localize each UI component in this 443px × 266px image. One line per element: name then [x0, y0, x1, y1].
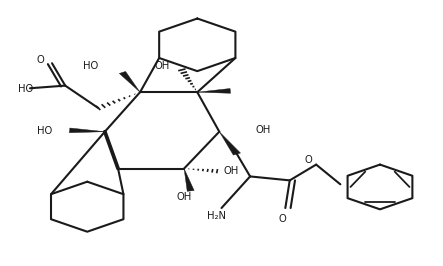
Polygon shape — [184, 169, 194, 191]
Polygon shape — [70, 128, 105, 133]
Polygon shape — [219, 132, 241, 155]
Text: HO: HO — [37, 126, 52, 136]
Polygon shape — [119, 72, 140, 92]
Text: OH: OH — [256, 125, 271, 135]
Polygon shape — [197, 89, 230, 93]
Text: H₂N: H₂N — [207, 211, 226, 221]
Text: O: O — [278, 214, 286, 223]
Text: O: O — [36, 55, 44, 65]
Text: OH: OH — [155, 61, 170, 71]
Text: OH: OH — [224, 166, 239, 176]
Text: HO: HO — [83, 61, 98, 71]
Text: OH: OH — [176, 193, 192, 202]
Text: HO: HO — [18, 84, 33, 94]
Text: O: O — [305, 155, 313, 165]
